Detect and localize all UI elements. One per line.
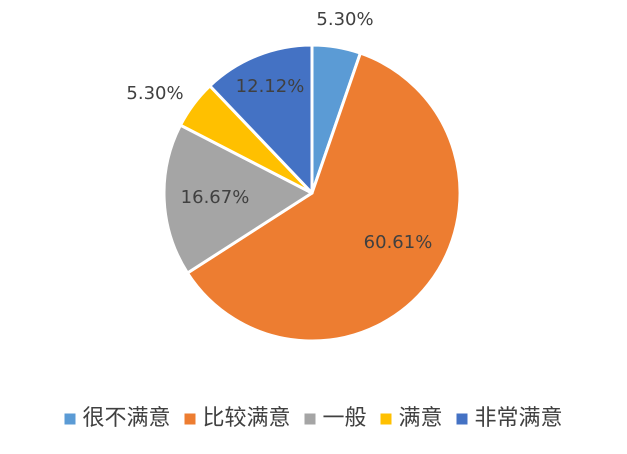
legend-swatch-satisfied xyxy=(380,413,392,425)
pie-slices xyxy=(162,43,462,343)
legend-label-neutral: 一般 xyxy=(323,406,367,431)
legend-label-very-dissatisfied: 很不满意 xyxy=(83,406,171,431)
data-label-very-dissatisfied: 5.30% xyxy=(316,9,373,30)
data-label-very-satisfied: 12.12% xyxy=(236,76,305,97)
pie-slice-fairly-satisfied xyxy=(185,51,462,343)
data-label-fairly-satisfied: 60.61% xyxy=(364,232,433,253)
data-label-satisfied: 5.30% xyxy=(126,83,183,104)
legend-swatch-very-dissatisfied xyxy=(64,413,76,425)
legend-swatch-very-satisfied xyxy=(456,413,468,425)
legend-swatch-fairly-satisfied xyxy=(184,413,196,425)
legend-label-fairly-satisfied: 比较满意 xyxy=(203,406,291,431)
legend-swatch-neutral xyxy=(304,413,316,425)
legend-label-satisfied: 满意 xyxy=(399,406,443,431)
legend: 很不满意 比较满意 一般 满意 非常满意 xyxy=(64,406,563,431)
legend-label-very-satisfied: 非常满意 xyxy=(475,406,563,431)
data-label-neutral: 16.67% xyxy=(181,187,250,208)
slice-labels: 5.30% 60.61% 16.67% 5.30% 12.12% xyxy=(126,9,432,253)
pie-slice-neutral xyxy=(162,123,314,275)
pie-slice-very-satisfied xyxy=(208,43,314,195)
